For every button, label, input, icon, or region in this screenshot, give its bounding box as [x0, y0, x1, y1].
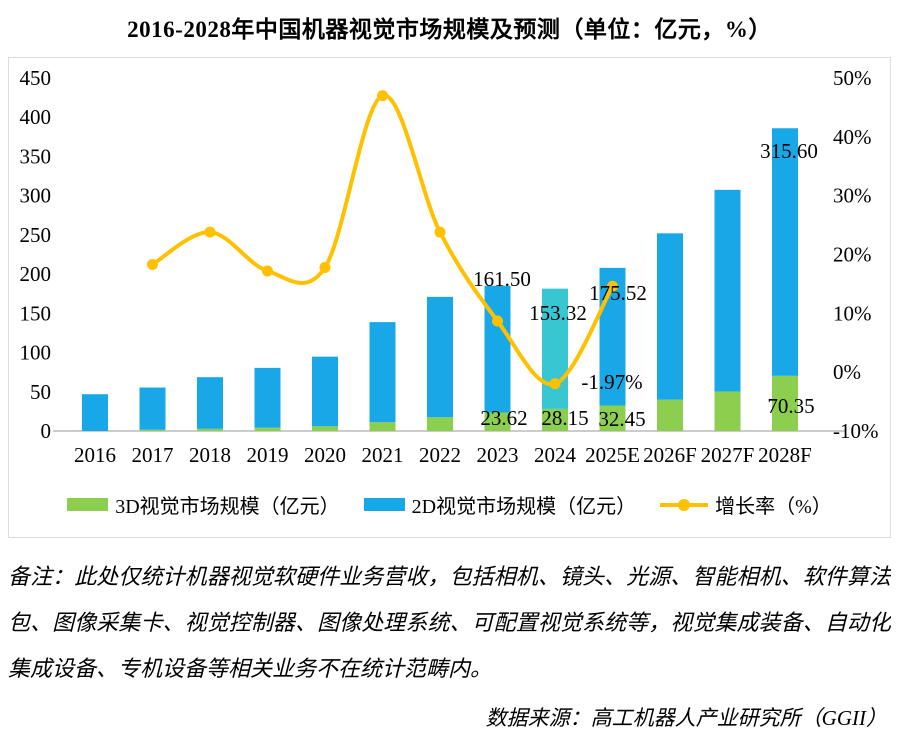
left-axis-tick: 350: [20, 144, 52, 168]
data-label-2D-2024: 153.32: [529, 301, 587, 325]
x-axis-label: 2018: [189, 443, 231, 467]
right-axis-tick: 50%: [833, 66, 872, 90]
growth-point: [549, 378, 561, 390]
legend-growth-dot-icon: [678, 498, 691, 511]
chart-legend: 3D视觉市场规模（亿元） 2D视觉市场规模（亿元） 增长率（%）: [9, 490, 890, 519]
bar-2d-2020: [312, 356, 338, 427]
bar-3d-2017: [139, 429, 166, 431]
left-axis-tick: 0: [41, 419, 52, 443]
data-label-3D-2023: 23.62: [480, 406, 527, 430]
legend-growth-line-icon: [660, 498, 709, 511]
bar-2d-2023: [484, 285, 511, 413]
right-axis-tick: -10%: [833, 419, 879, 443]
bar-2d-2028F: [772, 128, 798, 376]
data-label-2D-2023: 161.50: [473, 267, 531, 291]
legend-label-2d: 2D视觉市场规模（亿元）: [411, 496, 637, 518]
footnote: 备注：此处仅统计机器视觉软硬件业务营收，包括相机、镜头、光源、智能相机、软件算法…: [8, 554, 891, 692]
bar-2d-2022: [427, 296, 453, 418]
x-axis-label: 2019: [247, 443, 289, 467]
data-label-2D-2028F: 315.60: [760, 139, 818, 163]
left-axis-tick: 100: [20, 341, 52, 365]
right-axis-tick: 20%: [833, 243, 872, 267]
growth-point: [204, 226, 216, 238]
left-axis-tick: 300: [20, 184, 52, 208]
x-axis-label: 2025E: [585, 443, 640, 467]
bar-3d-2018: [197, 428, 223, 431]
legend-swatch-3d-icon: [67, 498, 109, 511]
bar-2d-2016: [82, 394, 108, 431]
growth-point: [434, 226, 446, 238]
legend-swatch-2d-icon: [363, 498, 405, 511]
bar-3d-2023: [484, 412, 511, 431]
bar-2d-2017: [139, 387, 166, 430]
left-axis-tick: 150: [20, 301, 52, 325]
chart-title: 2016-2028年中国机器视觉市场规模及预测（单位：亿元，%）: [127, 17, 772, 42]
data-label-3D-2025E: 32.45: [598, 407, 645, 431]
growth-point: [492, 315, 503, 327]
x-axis-label: 2026F: [643, 443, 697, 467]
right-axis-tick: 0%: [833, 360, 861, 384]
data-label-2D-2025E: 175.52: [589, 281, 647, 305]
data-label-3D-2028F: 70.35: [767, 394, 814, 418]
x-axis-label: 2027F: [701, 443, 755, 467]
growth-point: [262, 265, 273, 277]
growth-point: [377, 90, 388, 102]
x-axis-label: 2022: [419, 443, 461, 467]
footnote-line-2: 包、图像采集卡、视觉控制器、图像处理系统、可配置视觉系统等，视觉集成装备、自动化: [8, 610, 891, 635]
growth-point: [147, 259, 158, 271]
data-label-3D-2024: 28.15: [541, 406, 588, 430]
bar-3d-2027F: [714, 391, 741, 431]
x-axis-label: 2023: [477, 443, 519, 467]
x-axis-label: 2016: [74, 443, 116, 467]
footnote-line-1: 备注：此处仅统计机器视觉软硬件业务营收，包括相机、镜头、光源、智能相机、软件算法: [8, 564, 891, 589]
footnote-line-3: 集成设备、专机设备等相关业务不在统计范畴内。: [8, 656, 493, 681]
left-axis-tick: 200: [20, 262, 52, 286]
bar-3d-2026F: [657, 399, 683, 431]
bar-2d-2027F: [714, 189, 741, 392]
bar-3d-2025E: [599, 405, 626, 431]
x-axis-label: 2017: [132, 443, 174, 467]
data-source: 数据来源：高工机器人产业研究所（GGII）: [485, 706, 887, 730]
bar-3d-2020: [312, 426, 338, 431]
bar-2d-2019: [254, 367, 281, 428]
left-axis-tick: 50: [30, 380, 51, 404]
chart-frame: 0 50 100 150 200 250 300 350 400 450 -10% 0% 10% 20% 3…: [8, 57, 891, 538]
right-axis-tick: 30%: [833, 184, 872, 208]
bar-3d-2024: [542, 408, 568, 431]
data-label-growth-2024: -1.97%: [581, 370, 642, 394]
bar-2d-2021: [369, 322, 396, 423]
bar-3d-2022: [427, 417, 453, 431]
bar-3d-2021: [369, 422, 396, 431]
legend-label-growth: 增长率（%）: [715, 496, 832, 518]
right-axis-tick: 40%: [833, 125, 872, 149]
left-axis-tick: 250: [20, 223, 52, 247]
x-axis-label: 2028F: [758, 443, 812, 467]
x-axis-label: 2021: [362, 443, 404, 467]
bar-2d-2026F: [657, 233, 683, 400]
bar-2d-2018: [197, 377, 223, 429]
left-axis-tick: 400: [20, 105, 52, 129]
bar-3d-2028F: [772, 375, 798, 431]
bar-3d-2019: [254, 427, 281, 431]
growth-point: [319, 261, 331, 273]
chart-canvas: 0 50 100 150 200 250 300 350 400 450 -10% 0% 10% 20% 3…: [20, 66, 879, 467]
right-axis-tick: 10%: [833, 301, 872, 325]
x-axis-label: 2024: [534, 443, 577, 467]
x-axis-label: 2020: [304, 443, 346, 467]
growth-point: [607, 280, 618, 292]
left-axis-tick: 450: [20, 66, 52, 90]
legend-label-3d: 3D视觉市场规模（亿元）: [115, 496, 340, 518]
